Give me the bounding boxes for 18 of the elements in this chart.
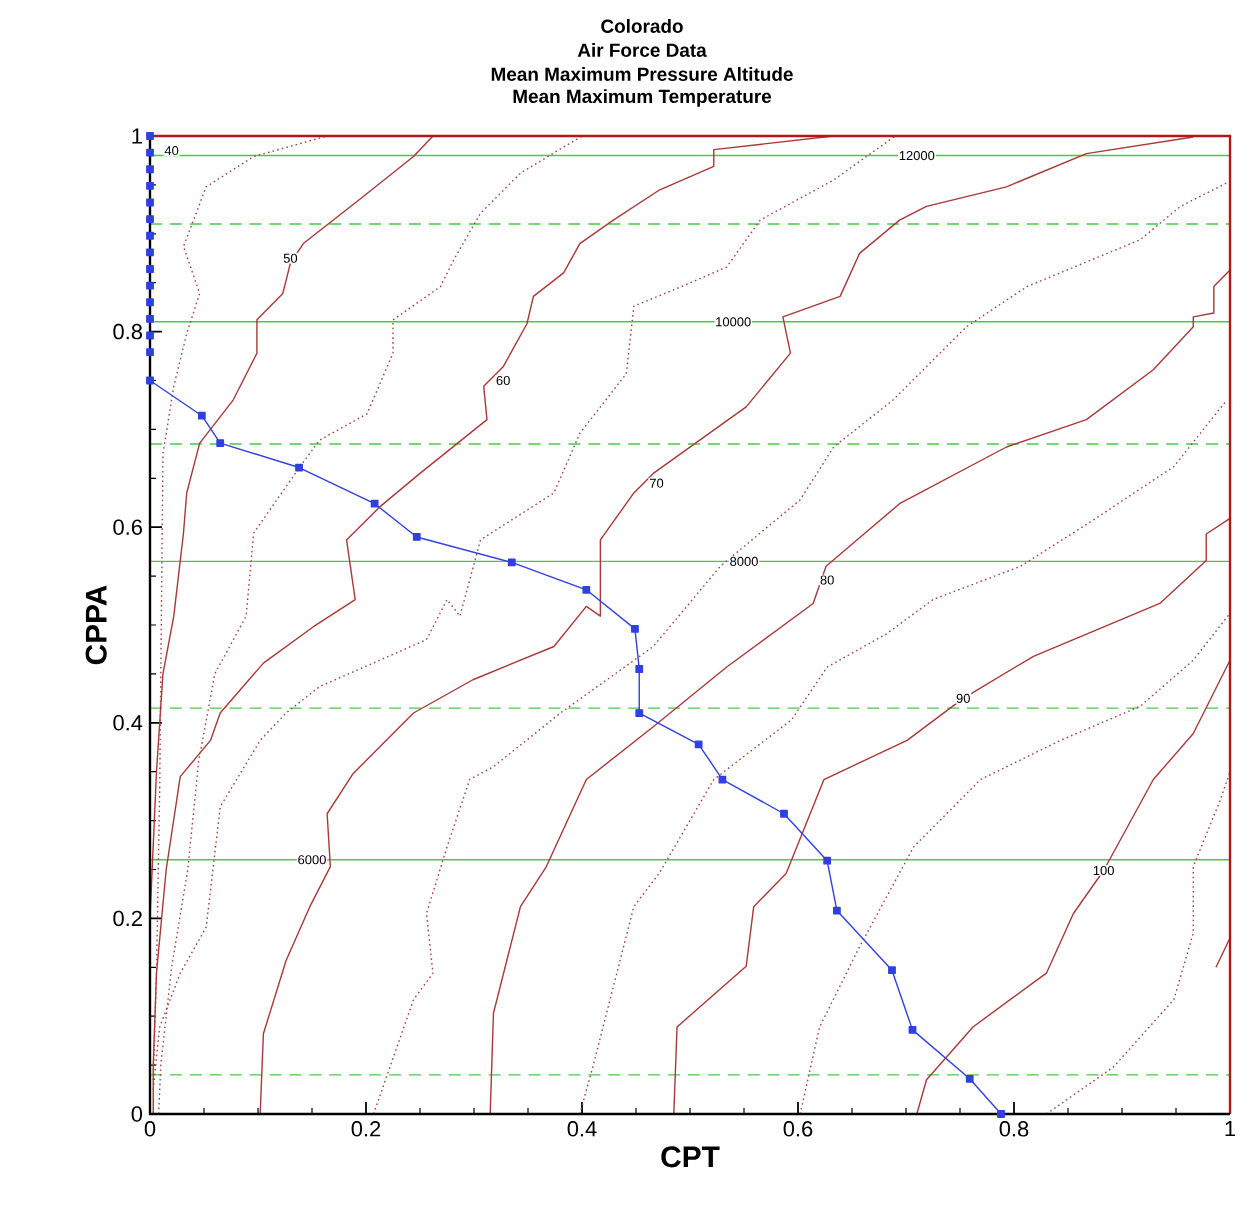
- x-axis-title: CPT: [661, 1146, 720, 1168]
- y-tick-label: 0.4: [113, 715, 143, 731]
- x-tick-label: 0: [144, 1121, 156, 1137]
- x-tick-label: 0.4: [567, 1121, 597, 1137]
- y-tick-label: 0.6: [113, 519, 142, 535]
- y-tick-label: 0.8: [113, 323, 142, 340]
- y-tick-label: 1: [132, 128, 142, 144]
- chart-title: Colorado: [601, 19, 683, 33]
- text: Mean Maximum Temperature: [513, 89, 772, 107]
- y-tick-label: 0: [131, 1106, 143, 1122]
- x-tick-label: 0.8: [999, 1121, 1029, 1137]
- text: Mean Maximum Pressure Altitude: [491, 67, 793, 81]
- x-tick-label: 0.2: [351, 1121, 381, 1137]
- chart-subtitle: Air Force Data: [577, 43, 707, 57]
- x-tick-label: 0.6: [783, 1121, 813, 1137]
- y-tick-label: 0.2: [113, 910, 142, 927]
- y-axis-title: CPPA: [85, 585, 107, 665]
- x-tick-label: 1: [1225, 1121, 1236, 1137]
